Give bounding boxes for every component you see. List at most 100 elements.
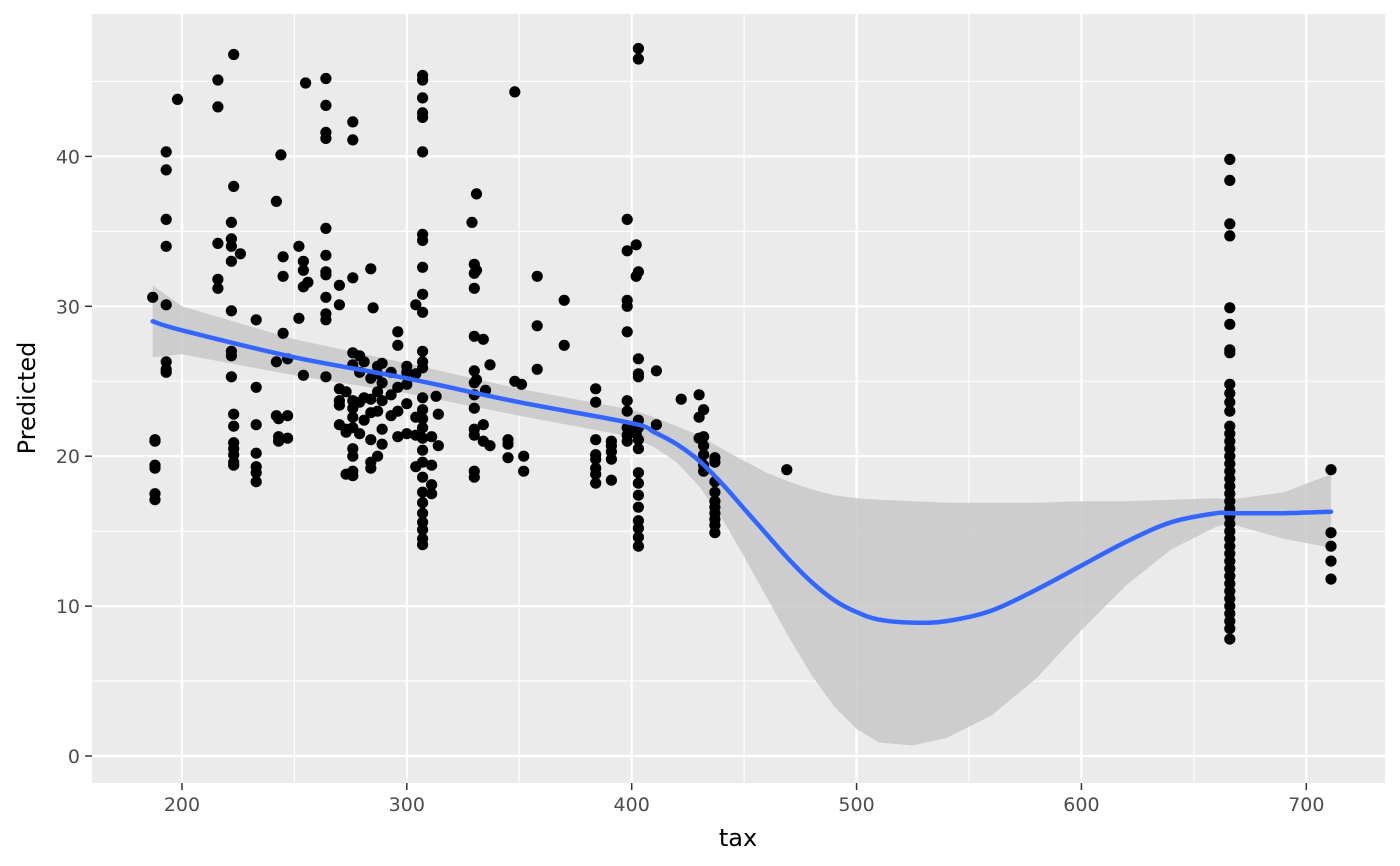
data-point <box>228 48 240 61</box>
data-point <box>228 459 240 471</box>
data-point <box>417 539 429 551</box>
data-point <box>365 434 377 446</box>
data-point <box>1224 387 1236 399</box>
data-point <box>1224 318 1236 330</box>
data-point <box>277 327 289 339</box>
data-point <box>1325 540 1337 552</box>
data-point <box>320 269 332 281</box>
data-point <box>417 234 429 246</box>
data-point <box>709 527 721 539</box>
data-point <box>358 414 370 426</box>
data-point <box>354 428 366 440</box>
data-point <box>401 398 413 410</box>
data-point <box>417 92 429 104</box>
data-point <box>477 419 489 431</box>
data-point <box>385 389 397 401</box>
data-point <box>149 494 161 506</box>
data-point <box>376 357 388 369</box>
data-point <box>468 471 480 483</box>
data-point <box>1325 464 1337 476</box>
data-point <box>432 440 444 452</box>
data-point <box>709 456 721 468</box>
data-point <box>160 213 172 225</box>
data-point <box>417 392 429 404</box>
major-gridlines <box>92 14 1385 783</box>
data-point <box>417 306 429 318</box>
data-point <box>293 240 305 252</box>
data-point <box>709 486 721 498</box>
data-point <box>212 282 224 294</box>
data-point <box>426 488 438 500</box>
data-point <box>632 501 645 513</box>
data-point <box>275 149 287 161</box>
data-point <box>1224 405 1236 417</box>
data-point <box>781 464 793 476</box>
data-point <box>270 356 282 368</box>
y-tick-label: 20 <box>56 446 80 468</box>
data-point <box>320 291 332 303</box>
data-point <box>632 489 645 501</box>
data-point <box>590 477 602 489</box>
data-point <box>470 374 483 386</box>
data-point <box>1224 230 1236 242</box>
data-point <box>1224 174 1236 186</box>
data-point <box>250 314 262 326</box>
data-point <box>621 300 633 312</box>
data-point <box>590 468 602 480</box>
data-point <box>225 216 237 228</box>
data-point <box>632 531 645 543</box>
data-point <box>590 453 602 465</box>
data-point <box>365 263 377 275</box>
data-point <box>484 440 496 452</box>
data-point <box>417 146 429 158</box>
data-point <box>392 405 404 417</box>
data-point <box>632 522 645 534</box>
data-point <box>297 255 309 267</box>
data-point <box>372 405 384 417</box>
data-point <box>518 465 530 477</box>
data-point <box>228 408 240 420</box>
data-point <box>417 111 429 123</box>
data-point <box>417 404 429 416</box>
data-point <box>430 390 442 402</box>
data-point <box>632 443 645 455</box>
data-point <box>228 180 240 192</box>
data-point <box>417 507 429 519</box>
data-point <box>347 116 359 128</box>
x-tick-label: 600 <box>1063 794 1099 816</box>
data-point <box>621 245 633 257</box>
data-point <box>401 366 413 378</box>
data-point <box>632 477 645 489</box>
data-point <box>347 450 359 462</box>
data-point <box>320 314 332 326</box>
data-point <box>234 248 246 260</box>
y-tick-label: 40 <box>56 146 80 168</box>
data-point <box>228 420 240 432</box>
data-point <box>531 320 543 332</box>
data-point <box>302 276 314 288</box>
data-point <box>320 132 332 144</box>
x-tick-label: 200 <box>164 794 200 816</box>
data-point <box>632 540 645 552</box>
data-point <box>160 366 172 378</box>
data-point <box>333 299 345 311</box>
data-point <box>149 435 161 447</box>
data-point <box>277 270 289 282</box>
data-point <box>347 411 359 423</box>
data-point <box>160 164 172 176</box>
data-point <box>410 299 422 311</box>
data-point <box>212 273 224 285</box>
data-point <box>632 353 645 365</box>
data-point <box>417 486 429 498</box>
data-point <box>518 450 530 462</box>
data-point <box>466 216 478 228</box>
data-point <box>470 188 483 200</box>
data-point <box>502 438 514 450</box>
x-tick-label: 300 <box>389 794 425 816</box>
data-point <box>250 381 262 393</box>
data-point <box>225 350 237 362</box>
data-point <box>417 422 429 434</box>
data-point <box>250 419 262 431</box>
data-point <box>277 251 289 263</box>
